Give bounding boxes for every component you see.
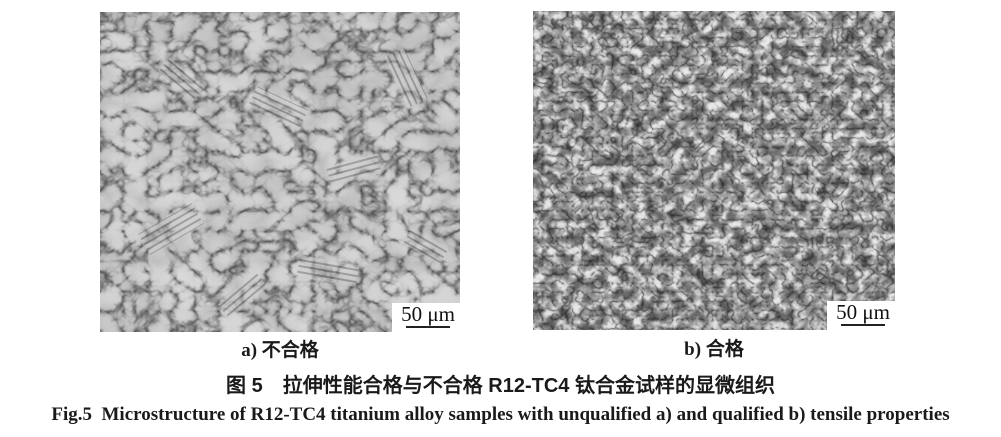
panel-b-label: b) 合格 bbox=[684, 339, 744, 360]
scale-bar-b-label: 50 μm bbox=[836, 299, 890, 324]
scale-bar-a-line bbox=[406, 326, 451, 328]
panel-a-label: a) 不合格 bbox=[241, 340, 319, 361]
micrograph-b-texture bbox=[533, 11, 895, 330]
micrograph-a-texture bbox=[100, 12, 460, 332]
scale-bar-b-line bbox=[841, 324, 886, 326]
scale-bar-a-label: 50 μm bbox=[401, 301, 455, 326]
scale-bar-b: 50 μm bbox=[827, 301, 895, 330]
figure-caption-english: Fig.5 Microstructure of R12-TC4 titanium… bbox=[51, 404, 950, 425]
micrograph-a: 50 μm bbox=[100, 12, 460, 332]
scale-bar-a: 50 μm bbox=[392, 303, 460, 332]
micrograph-b: 50 μm bbox=[533, 11, 895, 330]
lamellar-colonies bbox=[138, 47, 449, 319]
figure-caption-chinese: 图 5 拉伸性能合格与不合格 R12-TC4 钛合金试样的显微组织 bbox=[226, 375, 775, 397]
